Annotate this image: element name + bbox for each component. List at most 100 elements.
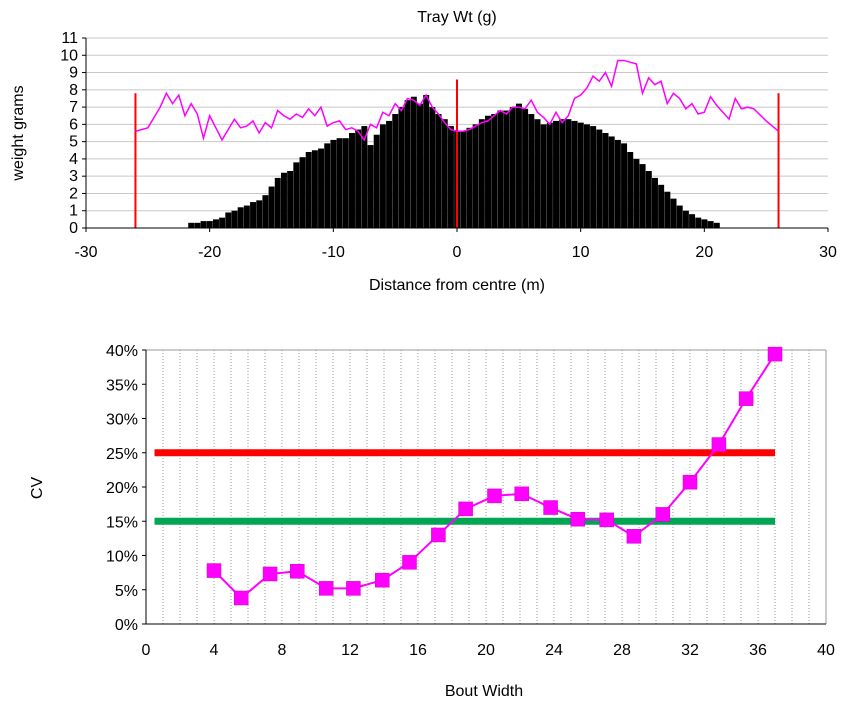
chart1-bar [355,129,362,228]
chart1-bar [200,221,207,228]
chart1-bar [342,138,349,228]
chart1-y-tick-label: 7 [69,99,78,116]
chart2-data-point [458,501,473,517]
chart1-bar [515,103,522,228]
chart1-bar [188,222,195,228]
chart1-bar [219,217,226,228]
chart2-data-point [375,572,390,588]
chart2-data-point [346,581,361,596]
chart2-x-tick-label: 28 [613,642,631,659]
chart2-data-point [514,486,529,502]
chart2-data-point [711,437,727,452]
chart2-y-axis-label: CV [29,477,46,500]
chart1-bar [528,114,535,228]
chart1-bar [596,129,603,228]
chart1-bar [590,126,597,228]
chart2-x-axis-label: Bout Width [445,683,523,700]
chart1-bar [367,145,374,228]
chart1-y-tick-label: 6 [69,116,78,133]
chart1-y-tick-label: 9 [69,65,78,82]
chart1-bar [194,222,201,228]
chart2-y-tick-label: 20% [106,480,138,497]
chart1-y-tick-label: 1 [69,203,78,220]
chart1-bar [447,126,454,228]
chart1-y-tick-label: 8 [69,82,78,99]
chart2-x-tick-label: 16 [409,642,427,659]
chart1-y-axis-label: weight grams [10,85,27,181]
chart1-bar [608,136,615,228]
chart1-bar [237,207,244,228]
chart1-bar [695,217,702,228]
chart2-y-tick-label: 5% [115,583,138,600]
chart2-x-tick-label: 24 [545,642,563,659]
chart1-y-tick-label: 4 [69,151,78,168]
chart2-data-point [655,507,671,522]
chart1-bar [645,171,652,228]
chart2-data-point [626,529,642,544]
chart1-bar [559,119,566,228]
chart1-bar [268,186,275,228]
chart1-y-tick-label: 5 [69,134,78,151]
chart1-x-tick-labels: -30 -20 -10 0 10 20 30 [74,244,837,261]
chart2-data-point [290,564,305,579]
chart2-y-tick-labels: 0% 5% 10% 15% 20% 25% 30% 35% 40% [106,343,138,634]
chart2-reference-lines [154,449,775,525]
chart2-data-point [767,346,783,362]
chart1-bar [311,150,318,228]
chart1-bar [509,107,516,228]
chart2-x-tick-label: 12 [341,642,359,659]
chart1-bar [324,143,331,228]
chart1-bar [404,100,411,228]
chart1-bar [256,200,263,228]
chart1-bar [305,152,312,228]
chart1-bar [522,108,529,228]
chart2-x-tick-label: 0 [142,642,151,659]
chart2-data-point [206,563,222,578]
chart1-bar [503,110,510,228]
chart1-bar [472,124,479,228]
chart1-bar [318,148,325,228]
chart1-bar [627,152,634,228]
chart1-bar [621,143,628,228]
chart1-bar [336,138,343,228]
chart1-bar [212,219,219,228]
chart1-bar [583,124,590,228]
chart1-magenta-line [135,59,780,142]
chart2-x-tick-label: 8 [278,642,287,659]
chart1-bar [410,96,417,229]
chart1-bar [373,134,380,228]
chart1-bar [262,195,269,228]
chart1-y-tick-label: 3 [69,168,78,185]
chart1-bar [682,210,689,228]
chart1-axes [82,37,829,232]
chart1-title: Tray Wt (g) [417,9,496,26]
chart1-bar [491,114,498,228]
chart1-bar [466,127,473,228]
chart1-bar [670,198,677,228]
chart2-y-tick-label: 0% [115,617,138,634]
chart2-x-tick-label: 20 [477,642,495,659]
chart2-data-point [262,566,278,582]
chart1-bar [701,219,708,228]
chart1-bar [485,115,492,228]
chart1-bar [540,124,547,228]
chart2-axes [142,349,826,625]
chart2-y-tick-label: 30% [106,412,138,429]
chart1-bar [299,157,306,228]
chart1-bar [633,158,640,228]
chart2-x-tick-labels: 0 4 8 12 16 20 24 28 32 36 40 [142,642,835,659]
chart2-data-point [431,527,446,543]
chart1-bar [287,171,294,228]
chart2-x-tick-label: 36 [749,642,767,659]
chart1-red-markers [134,79,780,228]
chart2-y-tick-label: 10% [106,549,138,566]
chart1-x-axis-label: Distance from centre (m) [369,277,545,294]
chart1-y-tick-label: 2 [69,185,78,202]
chart1-bar [435,114,442,228]
chart1-bar [713,222,720,228]
chart1-bar [707,221,714,228]
chart1-bar [664,191,671,228]
chart2-x-tick-label: 4 [210,642,219,659]
chart2-y-tick-label: 25% [106,446,138,463]
chart1-bar [676,205,683,228]
